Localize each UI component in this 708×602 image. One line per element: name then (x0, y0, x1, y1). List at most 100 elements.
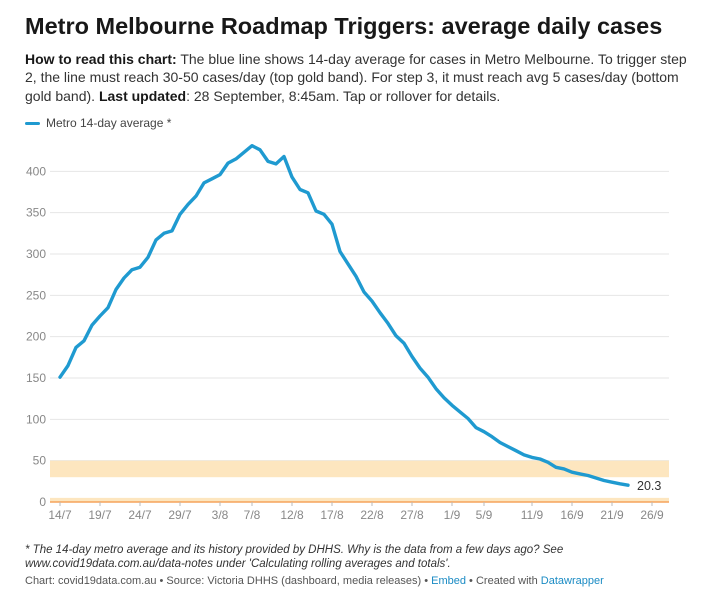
data-point[interactable] (137, 264, 143, 270)
data-point[interactable] (81, 338, 87, 344)
y-tick-label-400: 400 (26, 164, 46, 178)
data-point[interactable] (337, 249, 343, 255)
data-point[interactable] (121, 275, 127, 281)
x-tick-label-16/9: 16/9 (560, 508, 584, 522)
data-point[interactable] (577, 471, 583, 477)
how-to-read-text: The blue line shows 14-day average for c… (25, 51, 687, 104)
embed-link[interactable]: Embed (431, 575, 466, 587)
data-point[interactable] (553, 464, 559, 470)
x-tick-label-14/7: 14/7 (48, 508, 72, 522)
data-point[interactable] (89, 322, 95, 328)
data-point[interactable] (569, 469, 575, 475)
data-point[interactable] (625, 482, 631, 488)
y-tick-label-350: 350 (26, 206, 46, 220)
data-point[interactable] (153, 237, 159, 243)
data-point[interactable] (353, 273, 359, 279)
chart-legend: Metro 14-day average * (25, 116, 171, 130)
footnote: * The 14-day metro average and its histo… (25, 544, 564, 570)
data-point[interactable] (481, 429, 487, 435)
data-point[interactable] (601, 478, 607, 484)
y-tick-label-100: 100 (26, 412, 46, 426)
datawrapper-link[interactable]: Datawrapper (540, 575, 604, 587)
data-point[interactable] (289, 174, 295, 180)
data-point[interactable] (537, 456, 543, 462)
data-point[interactable] (273, 161, 279, 167)
legend-label: Metro 14-day average * (46, 116, 172, 130)
data-point[interactable] (593, 475, 599, 481)
data-point[interactable] (113, 287, 119, 293)
data-point[interactable] (129, 267, 135, 273)
data-point[interactable] (241, 149, 247, 155)
data-point[interactable] (609, 479, 615, 485)
data-point[interactable] (361, 289, 367, 295)
grid-lines (50, 170, 669, 462)
end-label-group: 20.3 (637, 479, 661, 493)
threshold-bands (50, 460, 669, 503)
data-point[interactable] (193, 193, 199, 199)
data-point[interactable] (305, 190, 311, 196)
data-point[interactable] (561, 466, 567, 472)
y-tick-label-150: 150 (26, 371, 46, 385)
step-2-band (50, 460, 669, 478)
data-point[interactable] (617, 481, 623, 487)
x-tick-label-24/7: 24/7 (128, 508, 152, 522)
data-point[interactable] (105, 305, 111, 311)
data-point[interactable] (209, 176, 215, 182)
data-point[interactable] (217, 172, 223, 178)
data-point[interactable] (457, 409, 463, 415)
data-point[interactable] (65, 363, 71, 369)
data-point[interactable] (257, 147, 263, 153)
byline: Chart: covid19data.com.au • Source: Vict… (25, 575, 604, 587)
last-updated-text: : 28 September, 8:45am. Tap or rollover … (186, 87, 501, 104)
data-point[interactable] (345, 261, 351, 267)
data-point[interactable] (313, 208, 319, 214)
data-point[interactable] (441, 395, 447, 401)
data-point[interactable] (393, 333, 399, 339)
y-tick-label-250: 250 (26, 288, 46, 302)
data-point[interactable] (281, 154, 287, 160)
data-point[interactable] (185, 201, 191, 207)
data-point[interactable] (545, 459, 551, 465)
data-point[interactable] (57, 374, 63, 380)
metro-average-line[interactable] (58, 143, 630, 487)
series-line[interactable] (57, 143, 631, 489)
data-point[interactable] (425, 374, 431, 380)
data-point[interactable] (369, 298, 375, 304)
data-point[interactable] (417, 365, 423, 371)
data-point[interactable] (529, 454, 535, 460)
data-point[interactable] (145, 254, 151, 260)
data-point[interactable] (97, 313, 103, 319)
data-point[interactable] (225, 160, 231, 166)
data-point[interactable] (497, 440, 503, 446)
data-point[interactable] (401, 340, 407, 346)
data-point[interactable] (249, 143, 255, 149)
data-point[interactable] (465, 416, 471, 422)
data-point[interactable] (169, 228, 175, 234)
data-point[interactable] (505, 444, 511, 450)
source-text: Chart: covid19data.com.au • Source: Vict… (25, 575, 432, 587)
data-point[interactable] (449, 402, 455, 408)
data-point[interactable] (161, 230, 167, 236)
data-point[interactable] (377, 310, 383, 316)
y-tick-label-0: 0 (39, 495, 46, 509)
data-point[interactable] (73, 344, 79, 350)
data-point[interactable] (233, 156, 239, 162)
x-tick-label-7/8: 7/8 (244, 508, 261, 522)
x-tick-label-11/9: 11/9 (521, 508, 544, 522)
data-point[interactable] (297, 187, 303, 193)
data-point[interactable] (489, 434, 495, 440)
data-point[interactable] (409, 354, 415, 360)
x-tick-label-5/9: 5/9 (476, 508, 493, 522)
data-point[interactable] (321, 211, 327, 217)
data-point[interactable] (201, 180, 207, 186)
data-point[interactable] (521, 452, 527, 458)
data-point[interactable] (585, 473, 591, 479)
data-point[interactable] (513, 448, 519, 454)
data-point[interactable] (265, 158, 271, 164)
data-point[interactable] (329, 221, 335, 227)
data-point[interactable] (385, 320, 391, 326)
data-point[interactable] (433, 386, 439, 392)
data-point[interactable] (473, 425, 479, 431)
line-chart[interactable]: 0 50 100 150 200 250 300 350 400 14/7 19/7 24/7 29/… (0, 0, 708, 540)
data-point[interactable] (177, 211, 183, 217)
